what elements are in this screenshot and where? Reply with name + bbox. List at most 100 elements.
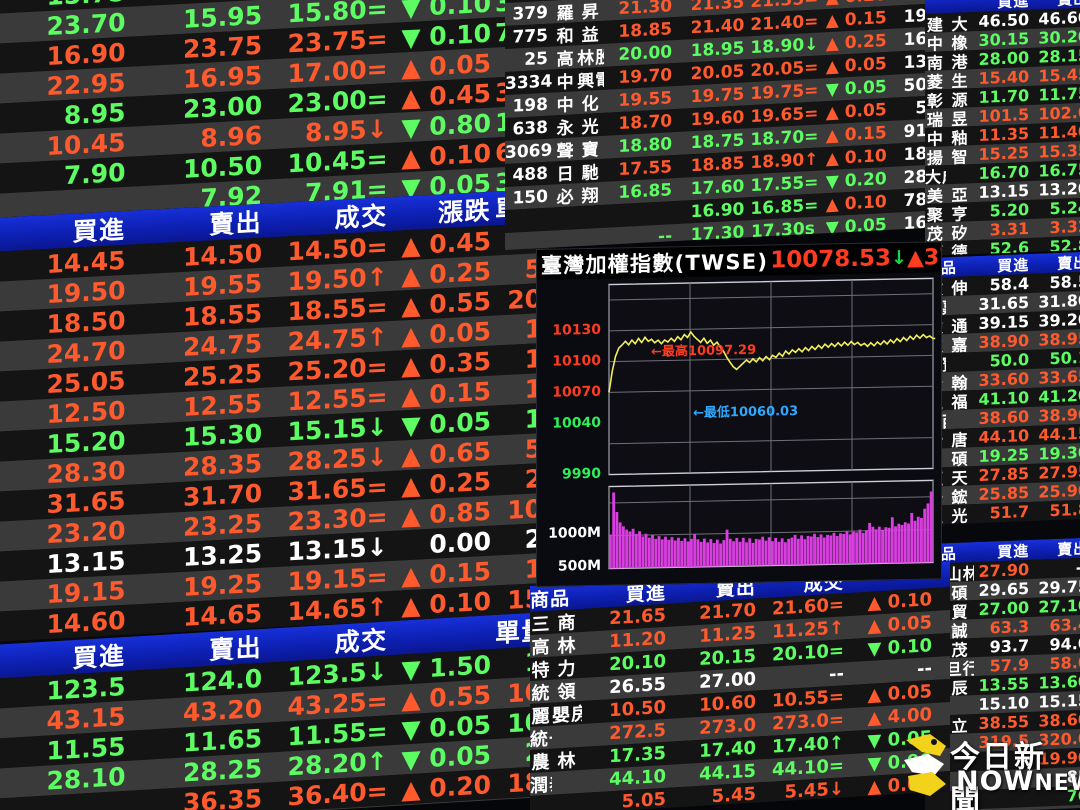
cell-ask: 21.40 xyxy=(690,14,745,38)
left-top-quote-panel: 15.7513.8013.85↑▲ 0.102523.7015.9515.80=… xyxy=(0,0,550,224)
chart-y-tick: 10070 xyxy=(552,383,601,401)
column-header-ask[interactable]: 賣出 xyxy=(1057,539,1080,559)
cell-ask: 18.95 xyxy=(690,37,745,61)
cell-deal: 25.30↓ xyxy=(762,801,846,810)
cell-change: ▲ 0.65 xyxy=(401,436,491,470)
cell-name-char2: 嘉 xyxy=(951,334,969,355)
cell-change: ▲ 0.85 xyxy=(401,496,491,530)
chart-svg xyxy=(608,277,936,570)
right-middle-quote-panel: 商品 買進 賣出 致伸58.458.5科嘉…31.6531.80凌通39.153… xyxy=(925,251,1080,545)
table-row[interactable]: 亞光51.751.8 xyxy=(925,499,1080,526)
cell-volume-left: 198 xyxy=(512,94,548,117)
cell-bid: 20.00 xyxy=(618,41,673,65)
cell-ask: 25.90 xyxy=(1038,480,1080,502)
chart-volume-tick: 500M xyxy=(557,557,601,575)
cell-bid: 14.60 xyxy=(46,605,126,639)
chart-y-tick: 9990 xyxy=(562,465,601,483)
cell-change: ▲ 0.45 xyxy=(401,226,491,260)
cell-volume-left xyxy=(505,219,554,222)
cell-name-char2 xyxy=(946,362,974,363)
cell-bid: 44.10 xyxy=(978,426,1030,447)
cell-bid: 15.40 xyxy=(978,67,1030,88)
column-header-bid[interactable]: 買進 xyxy=(997,541,1030,561)
cell-change: 0.00 xyxy=(429,526,491,559)
cell-ask: 30.20 xyxy=(1038,26,1080,48)
center-bottom-rows: 三商 21.65 21.70 21.60= ▲ 0.10 高林 11.20 11.25 11.2… xyxy=(530,587,950,810)
cell-bid: 27.00 xyxy=(978,598,1030,619)
cell-name-char2: 光 xyxy=(951,505,969,526)
cell-deal: 17.55= xyxy=(750,172,817,196)
chart-high-annotation: ←最高10097.29 xyxy=(651,342,757,360)
cell-ask: -- xyxy=(1075,557,1080,578)
chart-volume-tick: 1000M xyxy=(548,525,601,543)
cell-ask: 15.15 xyxy=(1038,690,1080,712)
cell-change: ▲ 0.15 xyxy=(825,7,887,31)
cell-change: ▲ 0.10 xyxy=(825,145,887,169)
cell-ask: 11.40 xyxy=(1038,121,1080,143)
chart-y-tick: 10130 xyxy=(552,322,601,340)
chart-index-name: 臺灣加權指數(TWSE) xyxy=(541,249,769,278)
cell-name-char2: 林 xyxy=(557,749,577,772)
cell-bid: 13.55 xyxy=(978,674,1030,695)
cell-ask: 29.75 xyxy=(1038,576,1080,598)
chart-plot-area: 1013010100100701004099901000M500M09:0010… xyxy=(537,272,941,586)
cell-bid: 27.90 xyxy=(978,560,1030,581)
cell-change: ▲ 0.15 xyxy=(401,556,491,590)
column-header-change[interactable]: 漲跌 xyxy=(437,195,491,228)
cell-ask: 41.20 xyxy=(1038,385,1080,407)
cell-bid: 5.05 xyxy=(621,788,666,810)
cell-bid: 58.4 xyxy=(989,274,1030,295)
watermark-cn-text: 今日新聞 xyxy=(950,740,1046,810)
nownews-watermark: 今日新聞 NOWNEWS xyxy=(898,726,1080,810)
cell-volume-left: 488 xyxy=(512,163,548,186)
watermark-en-text: NOWNEWS xyxy=(956,766,1080,797)
column-header-ask[interactable]: 賣出 xyxy=(1057,253,1080,273)
cell-bid: 38.60 xyxy=(978,407,1030,428)
cell-ask: 20.05 xyxy=(690,60,745,84)
cell-bid: 63.3 xyxy=(989,617,1030,638)
right-middle-rows: 致伸58.458.5科嘉…31.6531.80凌通39.1539.20技嘉38.… xyxy=(925,271,1080,526)
cell-change: ▲ 0.05 xyxy=(401,48,491,82)
cell-bid: 29.65 xyxy=(978,579,1030,600)
column-header-change[interactable] xyxy=(392,632,495,638)
cell-name-char2: 德 xyxy=(951,241,969,256)
cell-ask: 17.30 xyxy=(690,221,745,245)
cell-change: ▲ 0.15 xyxy=(401,376,491,410)
cell-bid: 41.10 xyxy=(978,388,1030,409)
cell-bid: 25.85 xyxy=(978,483,1030,504)
cell-bid: 38.90 xyxy=(978,331,1030,352)
cell-name-char2: 翔 xyxy=(581,186,600,207)
cell-ask: 3.32 xyxy=(1049,216,1080,238)
cell-deal: 21.40= xyxy=(750,11,817,35)
cell-ask: 15.45 xyxy=(1038,64,1080,86)
cell-ask: 19.75 xyxy=(690,83,745,107)
cell-change: ▼ 0.05 xyxy=(825,76,887,100)
cell-bid: 11.35 xyxy=(978,124,1030,145)
cell-ask: 19.60 xyxy=(690,106,745,130)
cell-ask: 14.65 xyxy=(183,598,263,632)
center-top-rows: 25東台21.3020.5020.50↓▼ 0.201723379羅昇21.30… xyxy=(505,0,945,250)
cell-name-char2 xyxy=(552,804,582,806)
left-top-rows: 15.7513.8013.85↑▲ 0.102523.7015.9515.80=… xyxy=(0,0,550,224)
cell-change: ▲ 0.20 xyxy=(401,769,491,805)
cell-ask: 28.15 xyxy=(1038,45,1080,67)
chart-change-arrow-icon: ▲ xyxy=(906,245,924,271)
cell-change: ▲ 0.25 xyxy=(401,256,491,290)
cell-bid: 46.50 xyxy=(978,10,1030,31)
cell-ask: 44.15 xyxy=(1038,423,1080,445)
cell-ask: 51.8 xyxy=(1049,499,1080,521)
cell-name-char2: 福 xyxy=(951,391,969,412)
cell-change: ▲ 0.10 xyxy=(401,138,491,172)
cell-name-char2 xyxy=(552,781,582,783)
chart-index-tick-icon: ↓ xyxy=(891,246,907,270)
column-header-bid[interactable]: 買進 xyxy=(997,255,1030,275)
cell-ask: 39.20 xyxy=(1038,309,1080,331)
cell-volume-left: 150 xyxy=(512,186,548,209)
cell-name-char1: 必 xyxy=(556,187,575,209)
cell-name-char2: 嬰房 xyxy=(552,702,582,727)
cell-ask: 15.35 xyxy=(1038,140,1080,162)
cell-ask: 58.5 xyxy=(1049,271,1080,293)
cell-ask: 13.60 xyxy=(1038,671,1080,693)
cell-deal: 18.90↑ xyxy=(750,149,817,173)
